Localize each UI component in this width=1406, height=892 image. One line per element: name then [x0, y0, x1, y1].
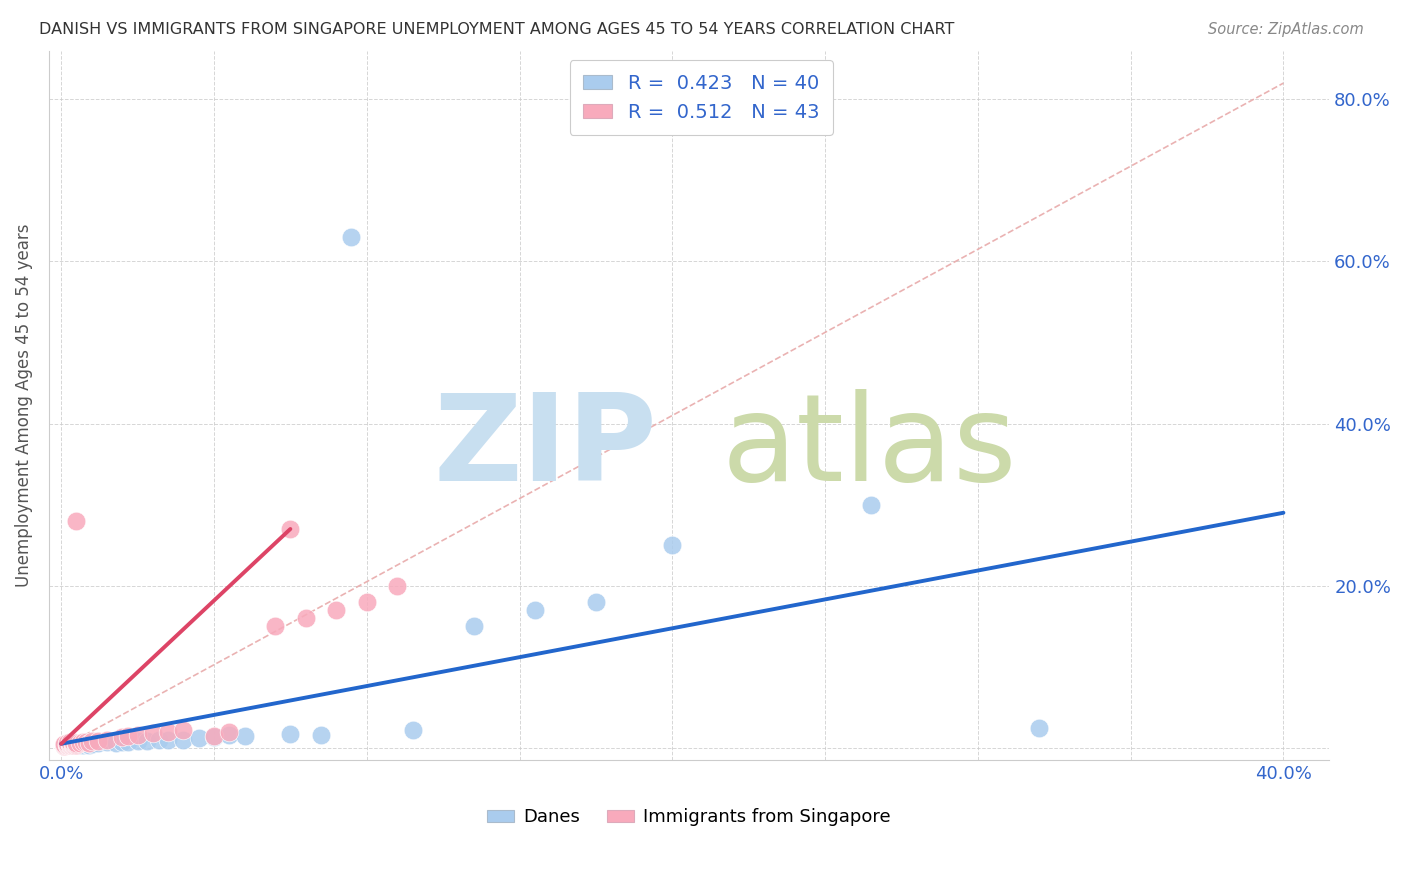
- Point: [117, 735, 139, 749]
- Point: [148, 732, 170, 747]
- Point: [401, 723, 423, 737]
- Point: [117, 729, 139, 743]
- Text: atlas: atlas: [721, 390, 1017, 507]
- Point: [325, 603, 347, 617]
- Point: [202, 730, 225, 744]
- Point: [56, 737, 79, 751]
- Point: [56, 737, 79, 751]
- Point: [77, 738, 100, 752]
- Point: [294, 611, 316, 625]
- Point: [59, 739, 82, 753]
- Point: [72, 738, 94, 752]
- Y-axis label: Unemployment Among Ages 45 to 54 years: Unemployment Among Ages 45 to 54 years: [15, 224, 32, 587]
- Point: [187, 731, 209, 746]
- Point: [62, 737, 84, 751]
- Point: [172, 732, 194, 747]
- Point: [218, 724, 240, 739]
- Point: [53, 739, 76, 753]
- Point: [387, 579, 409, 593]
- Point: [53, 739, 76, 754]
- Text: ZIP: ZIP: [433, 390, 657, 507]
- Point: [1028, 721, 1050, 735]
- Point: [523, 603, 546, 617]
- Point: [127, 728, 149, 742]
- Point: [111, 731, 134, 745]
- Text: Source: ZipAtlas.com: Source: ZipAtlas.com: [1208, 22, 1364, 37]
- Point: [859, 498, 882, 512]
- Point: [202, 729, 225, 743]
- Point: [59, 735, 82, 749]
- Point: [62, 737, 84, 751]
- Point: [172, 723, 194, 737]
- Point: [69, 738, 91, 752]
- Point: [62, 738, 84, 752]
- Point: [75, 737, 97, 751]
- Point: [585, 595, 607, 609]
- Point: [65, 514, 87, 528]
- Point: [135, 733, 157, 747]
- Point: [69, 736, 91, 750]
- Point: [59, 739, 82, 753]
- Point: [75, 735, 97, 749]
- Point: [142, 726, 165, 740]
- Point: [59, 738, 82, 752]
- Point: [661, 538, 683, 552]
- Point: [53, 737, 76, 751]
- Point: [56, 739, 79, 753]
- Point: [62, 736, 84, 750]
- Point: [53, 738, 76, 752]
- Point: [77, 736, 100, 750]
- Point: [111, 735, 134, 749]
- Point: [356, 595, 378, 609]
- Point: [59, 737, 82, 751]
- Point: [72, 735, 94, 749]
- Point: [340, 230, 363, 244]
- Point: [80, 734, 103, 748]
- Point: [62, 739, 84, 753]
- Point: [65, 738, 87, 752]
- Point: [56, 739, 79, 753]
- Point: [218, 728, 240, 742]
- Point: [56, 738, 79, 752]
- Point: [105, 736, 128, 750]
- Point: [65, 737, 87, 751]
- Point: [56, 736, 79, 750]
- Text: DANISH VS IMMIGRANTS FROM SINGAPORE UNEMPLOYMENT AMONG AGES 45 TO 54 YEARS CORRE: DANISH VS IMMIGRANTS FROM SINGAPORE UNEM…: [39, 22, 955, 37]
- Legend: Danes, Immigrants from Singapore: Danes, Immigrants from Singapore: [479, 801, 898, 833]
- Point: [280, 727, 302, 741]
- Point: [96, 732, 118, 747]
- Point: [87, 736, 110, 750]
- Point: [233, 729, 256, 743]
- Point: [65, 738, 87, 752]
- Point: [53, 738, 76, 752]
- Point: [59, 738, 82, 752]
- Point: [65, 736, 87, 750]
- Point: [157, 732, 180, 747]
- Point: [463, 619, 485, 633]
- Point: [264, 619, 287, 633]
- Point: [56, 738, 79, 752]
- Point: [53, 739, 76, 753]
- Point: [65, 739, 87, 753]
- Point: [157, 724, 180, 739]
- Point: [309, 728, 332, 742]
- Point: [59, 736, 82, 750]
- Point: [80, 737, 103, 751]
- Point: [280, 522, 302, 536]
- Point: [96, 735, 118, 749]
- Point: [62, 738, 84, 752]
- Point: [127, 733, 149, 747]
- Point: [62, 735, 84, 749]
- Point: [87, 733, 110, 747]
